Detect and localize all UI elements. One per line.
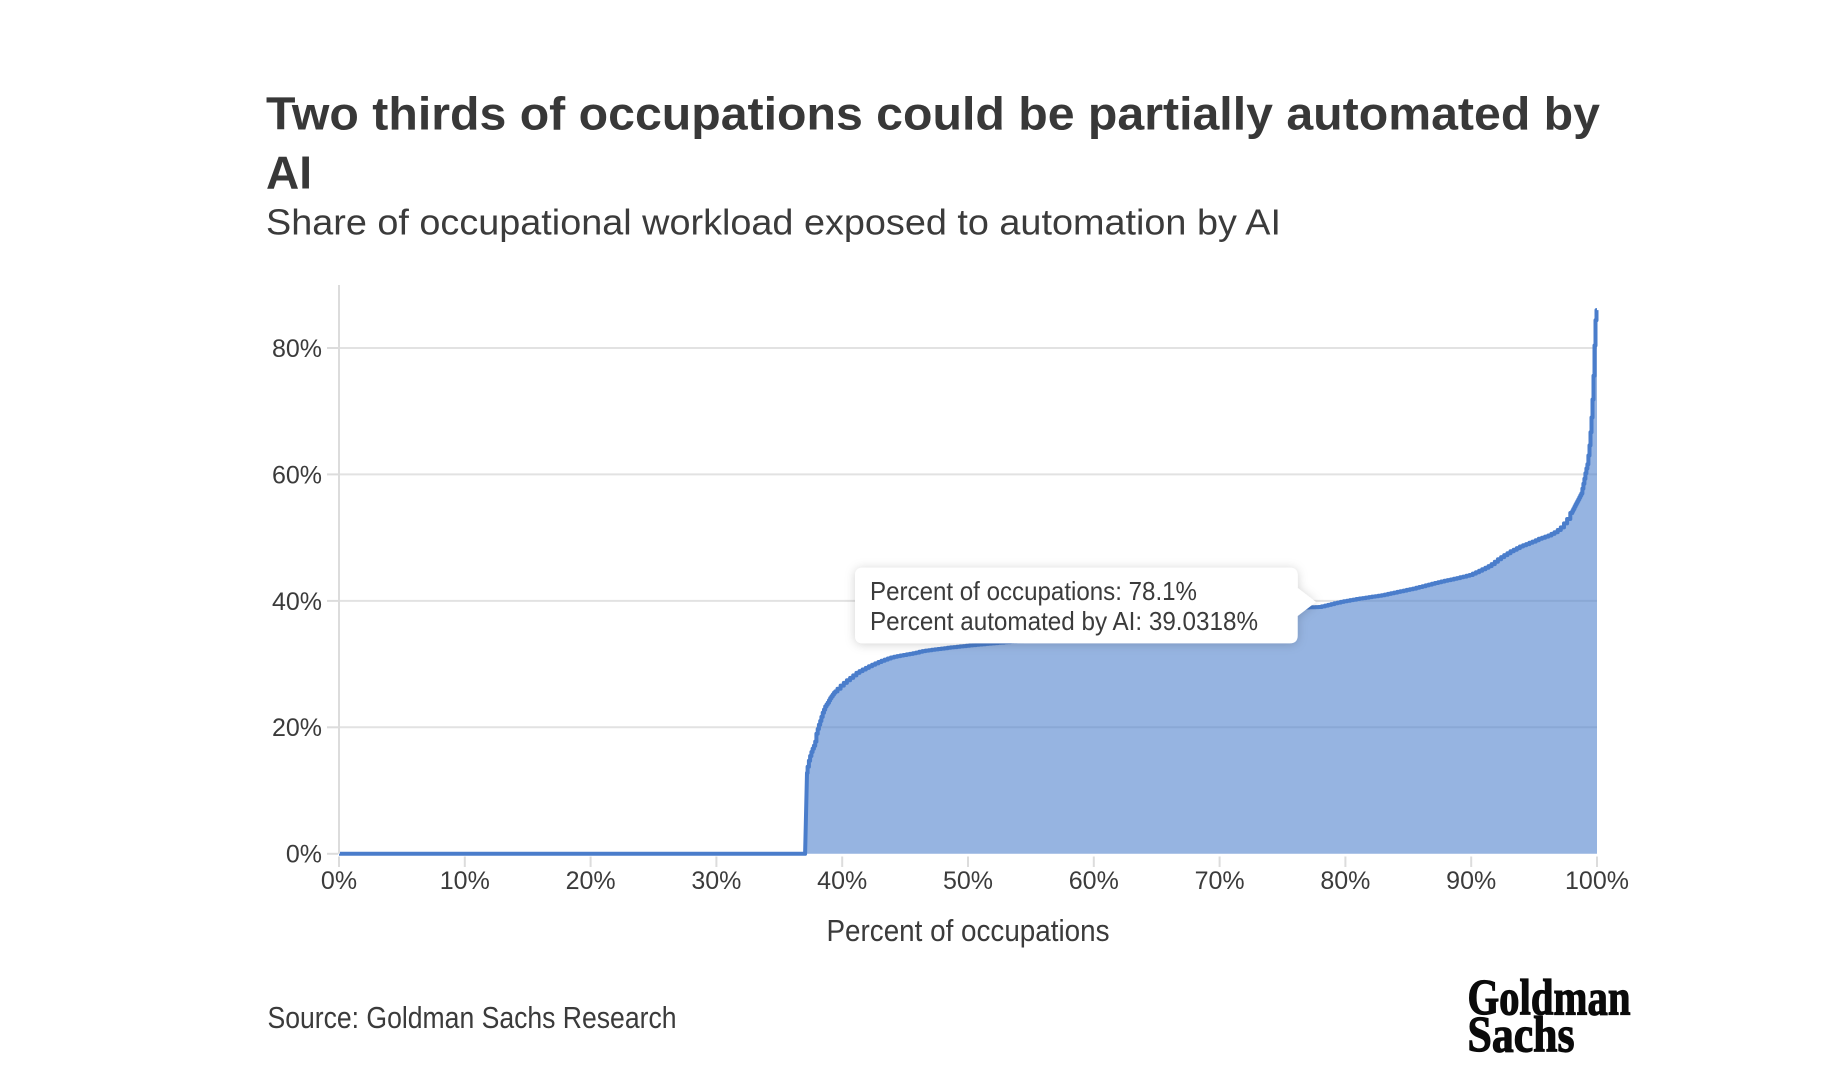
svg-text:80%: 80% (272, 335, 322, 363)
svg-text:20%: 20% (272, 714, 322, 742)
svg-text:10%: 10% (440, 867, 490, 895)
svg-text:Goldman: Goldman (1468, 970, 1631, 1026)
svg-text:50%: 50% (943, 867, 993, 895)
svg-text:40%: 40% (272, 588, 322, 616)
svg-text:20%: 20% (566, 867, 616, 895)
svg-text:60%: 60% (1069, 867, 1119, 895)
svg-text:70%: 70% (1195, 867, 1245, 895)
svg-text:100%: 100% (1565, 867, 1629, 895)
svg-text:90%: 90% (1446, 867, 1496, 895)
svg-text:Percent of occupations: 78.1%: Percent of occupations: 78.1% (870, 576, 1197, 606)
svg-text:Two thirds of occupations coul: Two thirds of occupations could be parti… (266, 88, 1600, 140)
svg-text:AI: AI (266, 146, 312, 198)
svg-text:40%: 40% (817, 867, 867, 895)
svg-text:Source: Goldman Sachs Research: Source: Goldman Sachs Research (268, 1000, 677, 1035)
svg-text:0%: 0% (286, 841, 322, 869)
svg-text:Percent of occupations: Percent of occupations (827, 913, 1110, 948)
svg-text:Percent automated by AI: 39.03: Percent automated by AI: 39.0318% (870, 606, 1258, 636)
svg-text:30%: 30% (691, 867, 741, 895)
svg-text:Share of occupational workload: Share of occupational workload exposed t… (266, 202, 1281, 243)
svg-text:Sachs: Sachs (1468, 1008, 1575, 1064)
svg-text:0%: 0% (321, 867, 357, 895)
svg-text:60%: 60% (272, 461, 322, 489)
svg-text:80%: 80% (1320, 867, 1370, 895)
